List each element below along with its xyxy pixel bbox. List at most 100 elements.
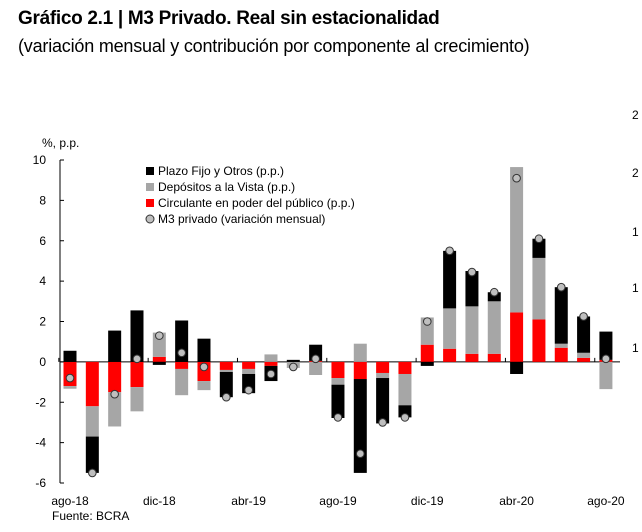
chart-subtitle: (variación mensual y contribución por co… (18, 36, 530, 56)
bar-plazo-fijo-dic-19 (420, 361, 434, 366)
bar-plazo-fijo-ago-19 (331, 384, 345, 418)
bar-depositos-vista-jul-20 (577, 352, 591, 358)
bar-circulante-nov-18 (130, 361, 144, 388)
y-tick-label: 4 (39, 274, 46, 288)
y-tick-label: -4 (35, 436, 46, 450)
bar-depositos-vista-may-20 (532, 257, 546, 320)
bar-circulante-feb-20 (465, 353, 479, 362)
bar-circulante-ene-19 (175, 361, 189, 369)
bar-plazo-fijo-abr-20 (510, 361, 524, 374)
bar-plazo-fijo-jun-20 (554, 287, 568, 344)
right-axis-tick-label: 2 (632, 108, 639, 122)
m3-marker-ago-18 (65, 373, 75, 383)
m3-marker-jul-19 (311, 354, 320, 364)
m3-marker-dic-18 (155, 331, 164, 340)
bar-depositos-vista-sep-18 (85, 406, 99, 437)
bar-circulante-ago-19 (331, 361, 345, 379)
x-tick-label: ago-20 (587, 494, 625, 508)
legend-label: Plazo Fijo y Otros (p.p.) (158, 164, 284, 178)
m3-marker-ene-19 (177, 348, 186, 358)
bar-depositos-vista-ago-19 (331, 378, 345, 385)
legend-marker-icon (145, 214, 155, 224)
bar-circulante-oct-19 (376, 361, 390, 373)
bar-plazo-fijo-ago-18 (63, 350, 77, 362)
bar-circulante-jul-20 (577, 357, 591, 362)
x-tick-label: ago-18 (51, 494, 89, 508)
bar-circulante-dic-18 (152, 356, 166, 362)
bar-plazo-fijo-oct-18 (108, 330, 122, 362)
x-tick-label: dic-18 (143, 494, 176, 508)
bar-plazo-fijo-ago-20 (599, 331, 613, 360)
bar-plazo-fijo-feb-20 (465, 271, 479, 307)
bar-circulante-mar-20 (487, 353, 501, 362)
bar-plazo-fijo-mar-19 (219, 371, 233, 398)
m3-marker-jun-20 (556, 282, 566, 292)
right-axis-tick-label: 1 (632, 225, 639, 239)
m3-marker-mar-20 (489, 287, 499, 297)
bar-circulante-sep-19 (353, 361, 367, 380)
y-tick-label: 0 (39, 355, 46, 369)
bar-plazo-fijo-ene-20 (443, 250, 457, 309)
m3-marker-nov-18 (132, 354, 142, 364)
bar-circulante-abr-20 (510, 312, 524, 362)
bar-circulante-nov-19 (398, 361, 412, 374)
bar-depositos-vista-ago-18 (63, 386, 77, 389)
bar-plazo-fijo-may-20 (532, 238, 546, 258)
bar-depositos-vista-abr-19 (242, 368, 256, 374)
y-axis-label: %, p.p. (42, 136, 79, 150)
bar-plazo-fijo-nov-19 (398, 405, 412, 418)
chart-title: Gráfico 2.1 | M3 Privado. Real sin estac… (18, 8, 440, 29)
y-tick-label: 8 (39, 193, 46, 207)
m3-marker-oct-19 (378, 418, 387, 427)
x-tick-label: dic-19 (411, 494, 444, 508)
bar-depositos-vista-abr-20 (510, 167, 524, 313)
bar-plazo-fijo-sep-19 (353, 379, 367, 473)
x-tick-label: abr-20 (499, 494, 534, 508)
legend-label: Circulante en poder del público (p.p.) (158, 196, 355, 210)
legend-swatch (146, 199, 154, 207)
y-tick-label: 10 (33, 153, 47, 167)
bar-depositos-vista-oct-18 (108, 392, 122, 427)
bar-depositos-vista-feb-20 (465, 306, 479, 354)
bar-plazo-fijo-dic-18 (152, 361, 166, 365)
m3-marker-abr-19 (244, 385, 253, 395)
bar-depositos-vista-oct-19 (376, 372, 390, 379)
bar-depositos-vista-jun-20 (554, 343, 568, 348)
m3-marker-feb-19 (199, 362, 209, 372)
bar-plazo-fijo-jul-20 (577, 316, 591, 353)
bar-circulante-dic-19 (420, 344, 434, 362)
y-tick-label: -6 (35, 476, 46, 490)
y-tick-label: 6 (39, 234, 46, 248)
m3-marker-ene-20 (445, 246, 454, 256)
bar-circulante-may-20 (532, 319, 546, 362)
legend-label: Depósitos a la Vista (p.p.) (158, 180, 295, 194)
bar-circulante-mar-19 (219, 361, 233, 370)
bar-plazo-fijo-mar-20 (487, 292, 501, 302)
source-note: Fuente: BCRA (52, 509, 129, 523)
legend-label: M3 privado (variación mensual) (158, 212, 325, 226)
legend-swatch (146, 167, 154, 175)
bar-plazo-fijo-sep-18 (85, 436, 99, 473)
bar-depositos-vista-sep-19 (353, 343, 367, 362)
bar-depositos-vista-nov-18 (130, 387, 144, 412)
m3-marker-sep-19 (355, 449, 365, 459)
m3-marker-feb-20 (467, 267, 477, 277)
m3-marker-mar-19 (222, 392, 231, 402)
m3-marker-dic-19 (422, 317, 432, 326)
bar-plazo-fijo-oct-19 (376, 378, 390, 424)
bar-circulante-ene-20 (443, 348, 457, 362)
bar-circulante-may-19 (264, 361, 278, 366)
y-tick-label: -2 (35, 395, 46, 409)
bar-depositos-vista-mar-19 (219, 369, 233, 372)
m3-marker-abr-20 (512, 173, 521, 183)
bar-circulante-sep-18 (85, 361, 99, 407)
bar-circulante-jun-20 (554, 347, 568, 362)
bar-depositos-vista-nov-19 (398, 373, 412, 406)
bar-plazo-fijo-feb-19 (197, 338, 211, 362)
bar-depositos-vista-mar-20 (487, 301, 501, 354)
m3-marker-may-20 (534, 234, 544, 244)
right-axis-tick-label: 2 (632, 166, 639, 180)
bar-depositos-vista-jul-19 (309, 361, 323, 375)
y-tick-label: 2 (39, 315, 46, 329)
